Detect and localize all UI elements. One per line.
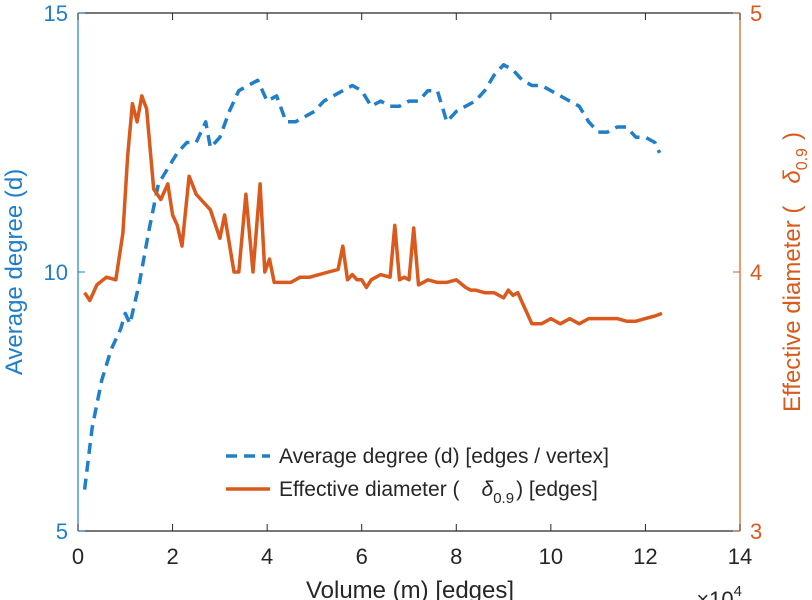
legend: Average degree (d) [edges / vertex] Effe… xyxy=(226,445,609,507)
x-tick-label: 0 xyxy=(72,544,84,569)
y-axis-left-label: Average degree (d) xyxy=(1,169,28,375)
series-layer xyxy=(82,63,663,490)
x-axis-exponent: ×104 xyxy=(696,583,742,600)
axes-layer xyxy=(77,12,741,532)
y-right-tick-label: 5 xyxy=(750,1,762,26)
y-left-tick-label: 15 xyxy=(44,1,68,26)
x-tick-label: 14 xyxy=(728,544,752,569)
x-tick-label: 10 xyxy=(539,544,563,569)
x-tick-label: 2 xyxy=(166,544,178,569)
tick-labels: 0 2 4 6 8 10 12 14 5 10 15 3 4 5 xyxy=(44,1,763,569)
x-tick-label: 6 xyxy=(356,544,368,569)
y-left-tick-label: 5 xyxy=(56,519,68,544)
y-axis-right-label: Effective diameter (δ0.9) xyxy=(779,132,811,412)
x-axis-label: Volume (m) [edges] xyxy=(306,577,514,600)
y-right-tick-label: 3 xyxy=(750,519,762,544)
y-right-tick-label: 4 xyxy=(750,260,762,285)
series-line-average-degree xyxy=(82,63,662,490)
series-line-effective-diameter xyxy=(83,94,663,326)
legend-label-average-degree: Average degree (d) [edges / vertex] xyxy=(279,445,609,468)
x-tick-label: 4 xyxy=(261,544,273,569)
legend-label-effective-diameter: Effective diameter (δ0.9) [edges] xyxy=(279,478,598,507)
x-tick-label: 8 xyxy=(450,544,462,569)
x-tick-label: 12 xyxy=(633,544,657,569)
y-left-tick-label: 10 xyxy=(44,260,68,285)
